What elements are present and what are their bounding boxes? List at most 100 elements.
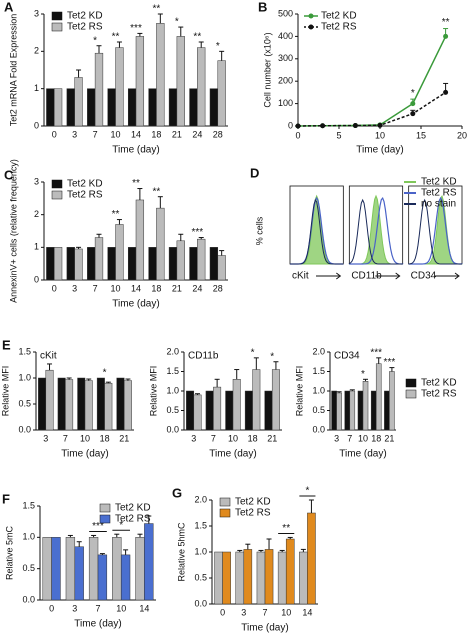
significance-label: * (103, 368, 107, 379)
bar (127, 247, 137, 281)
bar (243, 549, 253, 605)
bar (87, 88, 96, 127)
data-point (377, 122, 383, 128)
significance-label: * (361, 369, 365, 380)
x-tick-label: 10 (116, 603, 126, 613)
y-tick-label: 0.0 (194, 598, 207, 608)
arrow-head (395, 272, 401, 280)
significance-label: ** (153, 4, 161, 15)
x-tick-label: 28 (213, 129, 223, 139)
x-tick-label: 0 (52, 129, 57, 139)
bar (189, 88, 198, 127)
bar (87, 247, 96, 281)
bar (46, 247, 55, 281)
y-tick-label: 0 (34, 274, 39, 284)
legend-swatch (51, 22, 63, 32)
x-tick-label: 3 (72, 603, 77, 613)
subplot-title: CD11b (188, 351, 219, 362)
bar (232, 379, 241, 431)
x-tick-label: 3 (72, 129, 77, 139)
x-tick-label: 14 (131, 283, 141, 293)
y-tick-label: 1.5 (22, 500, 35, 510)
x-axis-label: Time (day) (74, 619, 121, 630)
y-axis-label: Relative MFI (294, 366, 304, 417)
bar (148, 247, 157, 281)
x-tick-label: 3 (191, 433, 196, 443)
y-tick-label: 0.0 (166, 424, 179, 434)
bar (252, 369, 261, 431)
y-axis-label: Relative 5mC (4, 525, 14, 580)
x-axis-label: Time (day) (112, 299, 159, 310)
y-tick-label: 0.0 (18, 424, 31, 434)
bar (135, 199, 145, 281)
y-tick-label: 1.0 (22, 532, 35, 542)
bar (156, 207, 165, 281)
significance-label: ** (282, 523, 290, 534)
bar (94, 237, 104, 281)
x-axis-label: Time (day) (356, 145, 403, 156)
data-point (352, 123, 358, 129)
bar (97, 554, 108, 601)
legend-marker (308, 13, 314, 19)
y-tick-label: 3 (34, 176, 39, 186)
bar (127, 88, 137, 127)
y-tick-label: 0.0 (312, 424, 325, 434)
y-tick-label: 2.0 (194, 494, 207, 504)
y-tick-label: 500 (278, 8, 293, 18)
bar (389, 371, 395, 431)
panel-label: E (2, 337, 11, 352)
x-tick-label: 3 (72, 283, 77, 293)
bar (285, 538, 295, 605)
y-tick-label: 1.5 (166, 366, 179, 376)
legend-label: Tet2 KD (67, 179, 103, 190)
bar (225, 390, 234, 431)
significance-label: * (175, 17, 179, 28)
y-tick-label: 300 (278, 53, 293, 63)
bar (94, 52, 104, 127)
bar (135, 537, 145, 601)
y-tick-label: 0.5 (166, 405, 179, 415)
y-tick-label: 1.5 (312, 366, 325, 376)
legend-swatch (99, 503, 111, 513)
x-axis-label: Time (day) (339, 449, 386, 460)
x-tick-label: 10 (358, 433, 368, 443)
subplot-title: cKit (40, 351, 57, 362)
x-tick-label: 20 (457, 130, 467, 140)
y-tick-label: 3 (34, 8, 39, 18)
series-line (297, 36, 447, 127)
significance-label: * (216, 41, 220, 52)
bar (38, 377, 47, 431)
bar (51, 537, 61, 601)
legend-swatch (99, 514, 111, 524)
bar (176, 36, 185, 127)
y-tick-label: 400 (278, 31, 293, 41)
data-point (410, 111, 416, 117)
legend-label: Tet2 RS (321, 22, 357, 33)
data-point (320, 123, 326, 129)
x-tick-label: 18 (100, 433, 110, 443)
bar (123, 380, 132, 431)
bar (65, 379, 74, 431)
y-tick-label: 1.0 (312, 385, 325, 395)
y-tick-label: 0 (288, 120, 293, 130)
legend-label: Tet2 RS (67, 190, 103, 201)
bar (74, 248, 83, 281)
bar (116, 377, 125, 431)
bar (186, 390, 195, 431)
bar (256, 551, 266, 605)
significance-label: ** (442, 17, 450, 28)
bar (66, 88, 75, 127)
x-tick-label: 3 (43, 433, 48, 443)
bar (74, 546, 84, 601)
legend-swatch (405, 389, 417, 399)
bar (244, 390, 253, 431)
bar (42, 537, 52, 601)
bar (168, 88, 178, 127)
x-tick-label: 14 (302, 607, 312, 617)
x-tick-label: 7 (95, 603, 100, 613)
bar (197, 47, 206, 127)
y-axis-label: Relative MFI (148, 366, 158, 417)
bar (148, 88, 157, 127)
legend-swatch (51, 11, 63, 21)
x-tick-label: 7 (93, 129, 98, 139)
